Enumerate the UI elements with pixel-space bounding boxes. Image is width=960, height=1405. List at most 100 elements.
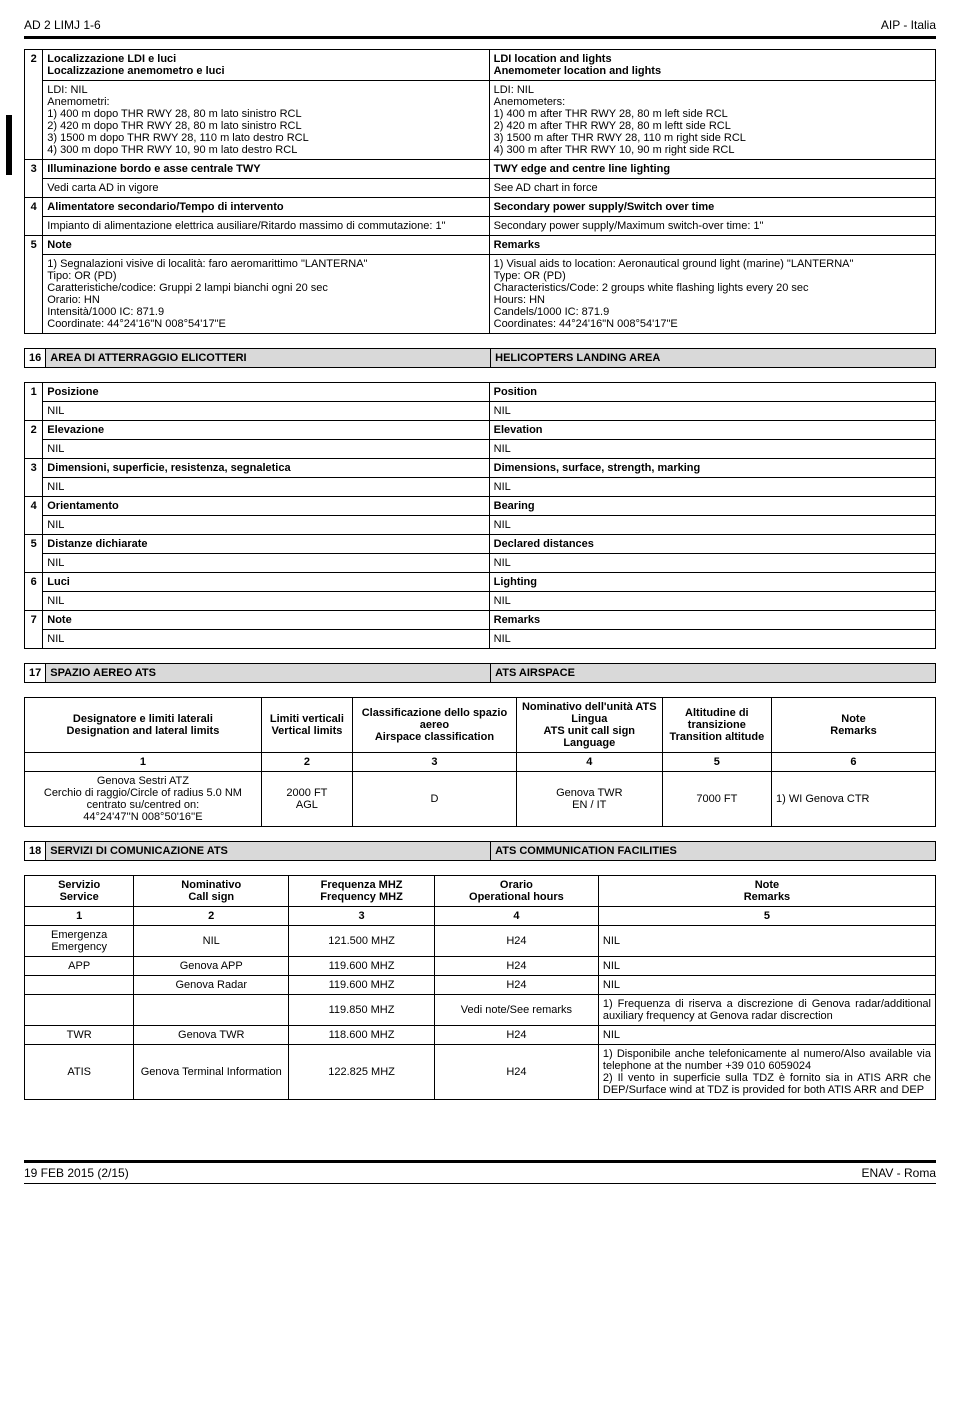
col-header: Orario Operational hours bbox=[434, 876, 598, 907]
row-it-hdr: Dimensioni, superficie, resistenza, segn… bbox=[43, 459, 489, 478]
col-num: 2 bbox=[134, 907, 289, 926]
page-footer: 19 FEB 2015 (2/15) ENAV - Roma bbox=[24, 1160, 936, 1184]
comm-service: EmergenzaEmergency bbox=[25, 926, 134, 957]
row-it-val: NIL bbox=[43, 516, 489, 535]
row-num: 6 bbox=[25, 573, 43, 611]
comm-freq: 119.850 MHZ bbox=[289, 995, 435, 1026]
row-en-hdr: Elevation bbox=[489, 421, 935, 440]
row-num: 3 bbox=[25, 459, 43, 497]
comm-hours: H24 bbox=[434, 957, 598, 976]
comm-remarks: NIL bbox=[598, 1026, 935, 1045]
col-num: 4 bbox=[434, 907, 598, 926]
section-16-header: 16 AREA DI ATTERRAGGIO ELICOTTERI HELICO… bbox=[24, 348, 936, 368]
header-right: AIP - Italia bbox=[881, 18, 936, 32]
comm-remarks: NIL bbox=[598, 926, 935, 957]
row-en-val: NIL bbox=[489, 554, 935, 573]
row-num: 2 bbox=[25, 421, 43, 459]
col-num: 6 bbox=[771, 753, 935, 772]
row-it-val: NIL bbox=[43, 554, 489, 573]
comm-hours: H24 bbox=[434, 976, 598, 995]
row-en-hdr: Declared distances bbox=[489, 535, 935, 554]
airspace-cell: Genova Sestri ATZ Cerchio di raggio/Circ… bbox=[25, 772, 262, 827]
row3-it-hdr: Illuminazione bordo e asse centrale TWY bbox=[43, 160, 489, 179]
airspace-cell: D bbox=[352, 772, 516, 827]
row-num: 1 bbox=[25, 383, 43, 421]
row-it-hdr: Note bbox=[43, 611, 489, 630]
row2-it-body: LDI: NIL Anemometri: 1) 400 m dopo THR R… bbox=[43, 81, 489, 160]
comm-callsign: Genova Terminal Information bbox=[134, 1045, 289, 1100]
row5-en-body: 1) Visual aids to location: Aeronautical… bbox=[489, 255, 935, 334]
airspace-cell: 7000 FT bbox=[662, 772, 771, 827]
header-left: AD 2 LIMJ 1-6 bbox=[24, 18, 101, 32]
row-num: 5 bbox=[25, 535, 43, 573]
footer-left: 19 FEB 2015 (2/15) bbox=[24, 1166, 129, 1180]
col-header: Altitudine di transizione Transition alt… bbox=[662, 698, 771, 753]
comm-service: ATIS bbox=[25, 1045, 134, 1100]
row4-en-val: Secondary power supply/Maximum switch-ov… bbox=[489, 217, 935, 236]
comm-callsign: Genova TWR bbox=[134, 1026, 289, 1045]
comm-remarks: 1) Disponibile anche telefonicamente al … bbox=[598, 1045, 935, 1100]
comm-callsign bbox=[134, 995, 289, 1026]
row-it-val: NIL bbox=[43, 440, 489, 459]
row4-it-val: Impianto di alimentazione elettrica ausi… bbox=[43, 217, 489, 236]
row-it-val: NIL bbox=[43, 478, 489, 497]
section-it-title: AREA DI ATTERRAGGIO ELICOTTERI bbox=[46, 349, 491, 368]
row4-it-hdr: Alimentatore secondario/Tempo di interve… bbox=[43, 198, 489, 217]
comm-hours: H24 bbox=[434, 1026, 598, 1045]
col-num: 5 bbox=[662, 753, 771, 772]
comm-callsign: Genova APP bbox=[134, 957, 289, 976]
row-en-val: NIL bbox=[489, 478, 935, 497]
comm-hours: H24 bbox=[434, 1045, 598, 1100]
row-num: 5 bbox=[25, 236, 43, 334]
comm-freq: 121.500 MHZ bbox=[289, 926, 435, 957]
comm-service bbox=[25, 976, 134, 995]
row2-en: LDI location and lights Anemometer locat… bbox=[489, 50, 935, 81]
comm-hours: H24 bbox=[434, 926, 598, 957]
row-en-val: NIL bbox=[489, 592, 935, 611]
row2-en-body: LDI: NIL Anemometers: 1) 400 m after THR… bbox=[489, 81, 935, 160]
col-num: 4 bbox=[516, 753, 662, 772]
comm-remarks: NIL bbox=[598, 957, 935, 976]
section-top-table: 2 Localizzazione LDI e luci Localizzazio… bbox=[24, 49, 936, 334]
row-en-hdr: Bearing bbox=[489, 497, 935, 516]
row-en-val: NIL bbox=[489, 516, 935, 535]
row-en-hdr: Lighting bbox=[489, 573, 935, 592]
comm-service: TWR bbox=[25, 1026, 134, 1045]
change-bar bbox=[6, 115, 12, 175]
col-num: 3 bbox=[289, 907, 435, 926]
col-num: 3 bbox=[352, 753, 516, 772]
col-header: Nominativo Call sign bbox=[134, 876, 289, 907]
row3-en-val: See AD chart in force bbox=[489, 179, 935, 198]
row-en-val: NIL bbox=[489, 440, 935, 459]
row-it-hdr: Elevazione bbox=[43, 421, 489, 440]
comm-service bbox=[25, 995, 134, 1026]
section-en-title: ATS COMMUNICATION FACILITIES bbox=[491, 842, 936, 861]
airspace-table: Designatore e limiti laterali Designatio… bbox=[24, 697, 936, 827]
row-num: 7 bbox=[25, 611, 43, 649]
section-num: 17 bbox=[25, 664, 46, 683]
comm-callsign: NIL bbox=[134, 926, 289, 957]
section-it-title: SERVIZI DI COMUNICAZIONE ATS bbox=[46, 842, 491, 861]
row4-en-hdr: Secondary power supply/Switch over time bbox=[489, 198, 935, 217]
section-17-header: 17 SPAZIO AEREO ATS ATS AIRSPACE bbox=[24, 663, 936, 683]
row-it-val: NIL bbox=[43, 402, 489, 421]
airspace-cell: 1) WI Genova CTR bbox=[771, 772, 935, 827]
row-num: 4 bbox=[25, 198, 43, 236]
row-num: 4 bbox=[25, 497, 43, 535]
comm-freq: 119.600 MHZ bbox=[289, 976, 435, 995]
comm-hours: Vedi note/See remarks bbox=[434, 995, 598, 1026]
row-num: 3 bbox=[25, 160, 43, 198]
comm-freq: 119.600 MHZ bbox=[289, 957, 435, 976]
row-en-val: NIL bbox=[489, 630, 935, 649]
section-en-title: HELICOPTERS LANDING AREA bbox=[491, 349, 936, 368]
airspace-cell: 2000 FT AGL bbox=[261, 772, 352, 827]
row-it-hdr: Posizione bbox=[43, 383, 489, 402]
row-it-val: NIL bbox=[43, 592, 489, 611]
section-en-title: ATS AIRSPACE bbox=[491, 664, 936, 683]
row-it-hdr: Distanze dichiarate bbox=[43, 535, 489, 554]
col-header: Classificazione dello spazio aereo Airsp… bbox=[352, 698, 516, 753]
row-it-hdr: Luci bbox=[43, 573, 489, 592]
airspace-cell: Genova TWR EN / IT bbox=[516, 772, 662, 827]
col-num: 1 bbox=[25, 753, 262, 772]
col-header: Limiti verticali Vertical limits bbox=[261, 698, 352, 753]
